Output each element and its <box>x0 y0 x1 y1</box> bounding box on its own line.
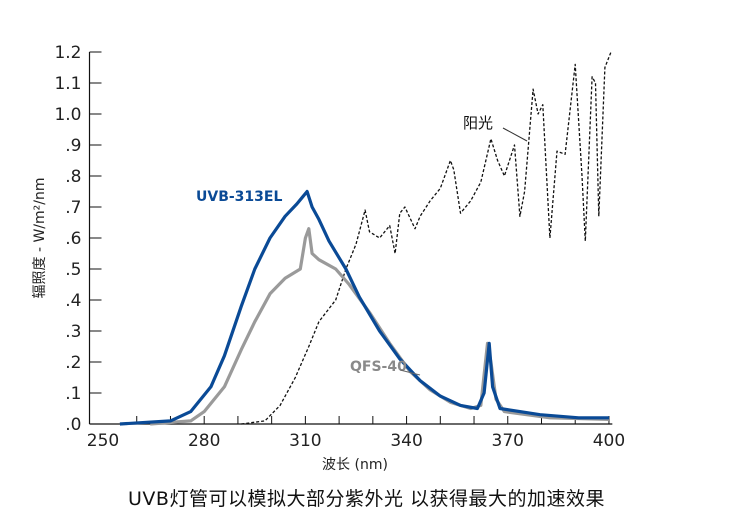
series-label-qfs40: QFS-40 <box>350 359 407 375</box>
axes: .0 .1 .2 .3 .4 .5 .6 .7 .8 .9 1.0 1.1 1.2 250 280 310 34… <box>54 43 625 451</box>
series-group <box>119 51 612 426</box>
y-tick-label: .3 <box>65 322 81 342</box>
series-line-1 <box>150 227 610 426</box>
series-line-2 <box>241 51 612 425</box>
y-tick-label: .7 <box>65 198 81 218</box>
y-tick-label: 1.2 <box>54 43 81 63</box>
x-tick-label: 340 <box>390 431 422 451</box>
y-axis-label: 辐照度 - W/m²/nm <box>32 178 48 299</box>
x-tick-label: 370 <box>492 431 524 451</box>
y-tick-label: .4 <box>65 291 81 311</box>
series-label-uvb313el: UVB-313EL <box>196 189 282 205</box>
x-tick-label: 400 <box>593 431 625 451</box>
x-tick-label: 280 <box>188 431 220 451</box>
series-label-sunlight: 阳光 <box>463 114 493 132</box>
y-tick-label: .8 <box>65 167 81 187</box>
y-tick-label: .2 <box>65 353 81 373</box>
qfs40-leader-line <box>399 369 421 376</box>
labels: 辐照度 - W/m²/nm 波长 (nm) UVB-313EL QFS-40 阳… <box>32 114 528 473</box>
y-tick-label: .1 <box>65 384 81 404</box>
sunlight-leader-line <box>502 127 528 142</box>
y-tick-label: 1.0 <box>54 105 81 125</box>
y-tick-label: .9 <box>65 136 81 156</box>
x-axis-label: 波长 (nm) <box>322 457 388 473</box>
y-tick-label: .0 <box>65 415 81 435</box>
figure-caption: UVB灯管可以模拟大部分紫外光 以获得最大的加速效果 <box>128 488 605 510</box>
series-line-0 <box>119 189 609 426</box>
y-tick-label: .5 <box>65 260 81 280</box>
y-tick-label: .6 <box>65 229 81 249</box>
x-tick-label: 310 <box>289 431 321 451</box>
x-tick-label: 250 <box>87 431 119 451</box>
y-tick-label: 1.1 <box>54 74 81 94</box>
